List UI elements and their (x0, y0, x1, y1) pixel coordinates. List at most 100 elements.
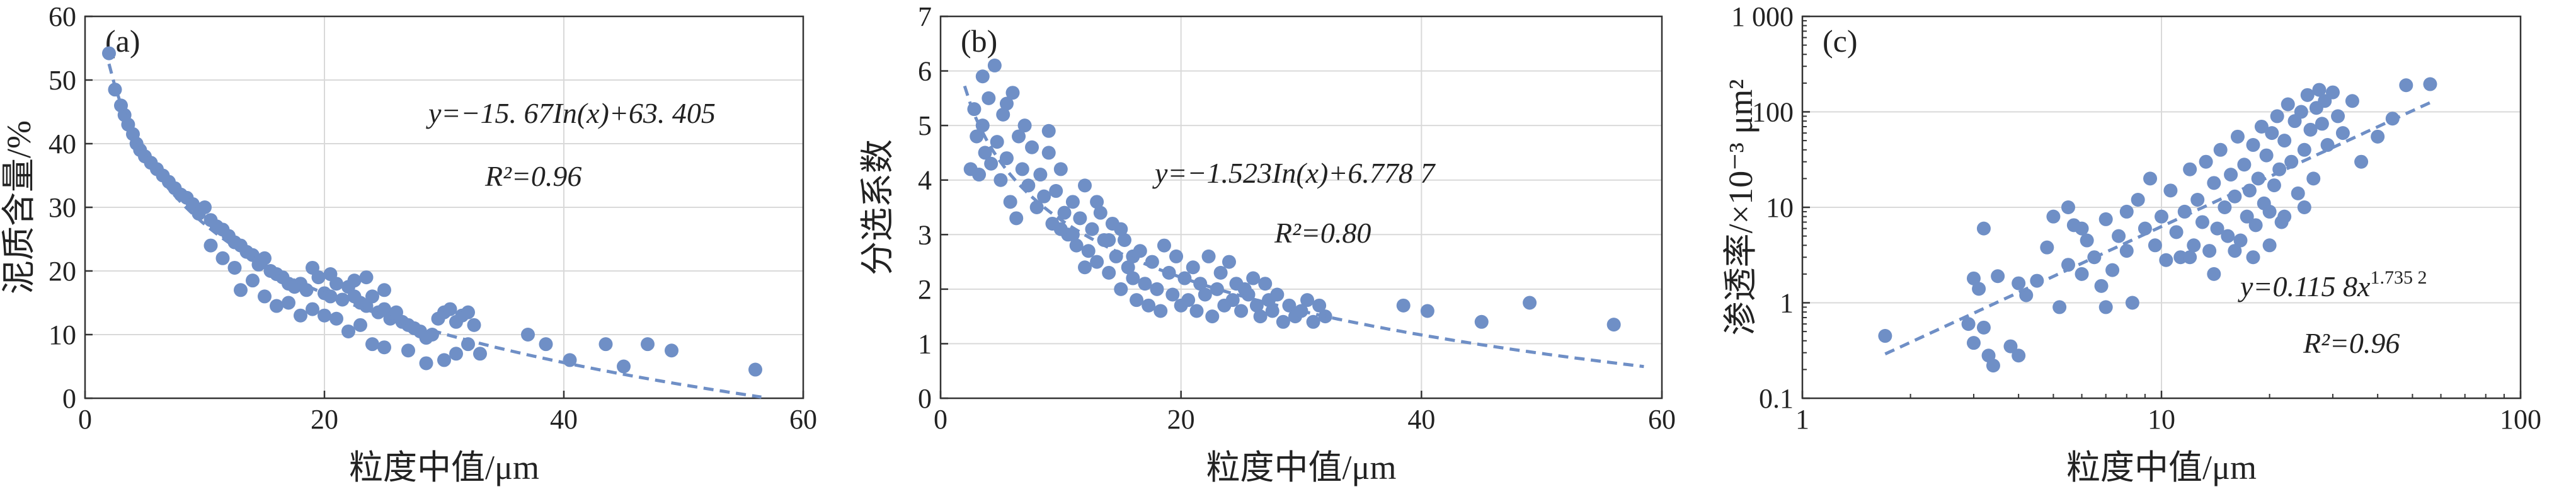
y-axis-title: 泥质含量/% (0, 120, 38, 294)
data-point (102, 46, 116, 60)
data-point (2213, 142, 2228, 157)
data-point (2155, 209, 2168, 224)
data-point (473, 347, 487, 361)
data-point (1213, 265, 1228, 280)
data-point (1976, 320, 1991, 335)
y-tick-label: 1 (918, 328, 932, 359)
data-point (2331, 109, 2345, 124)
x-tick-label: 0 (78, 404, 92, 435)
data-point (1069, 238, 1084, 253)
x-axis-title: 粒度中值/μm (1206, 449, 1397, 486)
data-point (1306, 314, 1320, 329)
data-point (329, 311, 343, 326)
data-point (1033, 168, 1048, 182)
data-point (401, 343, 415, 358)
data-point (2075, 221, 2089, 236)
x-tick-label: 20 (311, 404, 338, 435)
data-point (359, 270, 374, 285)
data-point (461, 305, 475, 319)
data-point (1205, 309, 1220, 324)
x-tick-label: 40 (550, 404, 578, 435)
data-point (2267, 178, 2281, 193)
y-tick-label: 60 (49, 1, 76, 32)
fit-r-squared: R²=0.96 (2303, 327, 2400, 359)
data-point (299, 283, 314, 297)
data-point (347, 273, 362, 288)
data-point (1150, 282, 1164, 296)
data-point (2277, 134, 2292, 148)
data-point (318, 308, 331, 323)
data-point (1126, 249, 1140, 263)
fit-equation: y=0.115 8x1.735 2 (2238, 267, 2427, 302)
data-point (2254, 119, 2269, 134)
data-point (2248, 218, 2263, 233)
data-point (1234, 304, 1249, 318)
data-point (2169, 225, 2184, 239)
y-tick-label: 5 (918, 110, 932, 141)
data-point (2207, 176, 2221, 190)
data-point (419, 356, 433, 371)
data-point (2265, 126, 2279, 141)
data-point (2138, 221, 2152, 236)
data-point (2233, 233, 2248, 248)
data-point (2199, 154, 2213, 169)
data-point (982, 91, 996, 105)
y-tick-label: 20 (49, 256, 76, 287)
x-tick-label: 60 (789, 404, 817, 435)
data-point (365, 289, 379, 304)
fit-r-squared: R²=0.80 (1274, 217, 1371, 249)
data-point (1193, 277, 1208, 291)
data-point (2183, 162, 2197, 176)
data-point (1210, 282, 1224, 296)
data-point (2143, 171, 2158, 186)
data-point (999, 96, 1014, 111)
y-axis-title: 分选系数 (859, 139, 896, 275)
data-point (1117, 233, 1131, 247)
x-tick-label: 0 (934, 404, 947, 435)
y-tick-label: 4 (918, 165, 932, 196)
y-tick-label: 0 (918, 383, 932, 414)
data-point (1078, 178, 1092, 193)
data-point (2262, 238, 2277, 253)
data-point (1041, 124, 1056, 138)
data-point (1606, 318, 1621, 332)
data-point (1177, 271, 1192, 285)
y-tick-label: 7 (918, 1, 932, 32)
data-point (2003, 339, 2018, 354)
data-point (1126, 271, 1140, 285)
x-tick-label: 100 (2500, 404, 2541, 435)
data-point (294, 308, 307, 323)
data-point (2325, 85, 2340, 100)
data-point (2259, 148, 2274, 163)
data-point (2230, 129, 2245, 144)
data-point (975, 69, 990, 84)
data-point (1225, 293, 1240, 308)
data-point (2112, 229, 2126, 243)
data-point (2315, 117, 2329, 131)
fit-curve (1884, 101, 2431, 356)
data-point (2306, 171, 2321, 186)
data-point (598, 337, 613, 352)
data-point (311, 270, 326, 285)
data-point (1976, 221, 1991, 236)
data-point (1186, 260, 1200, 275)
data-point (748, 362, 762, 377)
data-point (306, 302, 319, 316)
data-point (1012, 129, 1026, 144)
x-axis-title: 粒度中值/μm (2066, 449, 2257, 486)
data-point (2221, 229, 2235, 243)
data-point (1003, 195, 1017, 209)
data-point (1121, 260, 1135, 275)
chart-panel-a: 0 20 40 600102030405060粒度中值/μm泥质含量/%(a)y=−1… (0, 1, 817, 486)
data-point (1246, 271, 1261, 285)
y-tick-label: 6 (918, 56, 932, 87)
data-point (2246, 250, 2260, 265)
data-point (984, 156, 999, 171)
data-point (1081, 244, 1096, 258)
data-point (246, 273, 260, 288)
data-point (2294, 105, 2308, 119)
data-point (1025, 140, 1039, 154)
fit-equation-exponent: 1.735 2 (2370, 267, 2427, 288)
data-point (1972, 282, 1986, 296)
